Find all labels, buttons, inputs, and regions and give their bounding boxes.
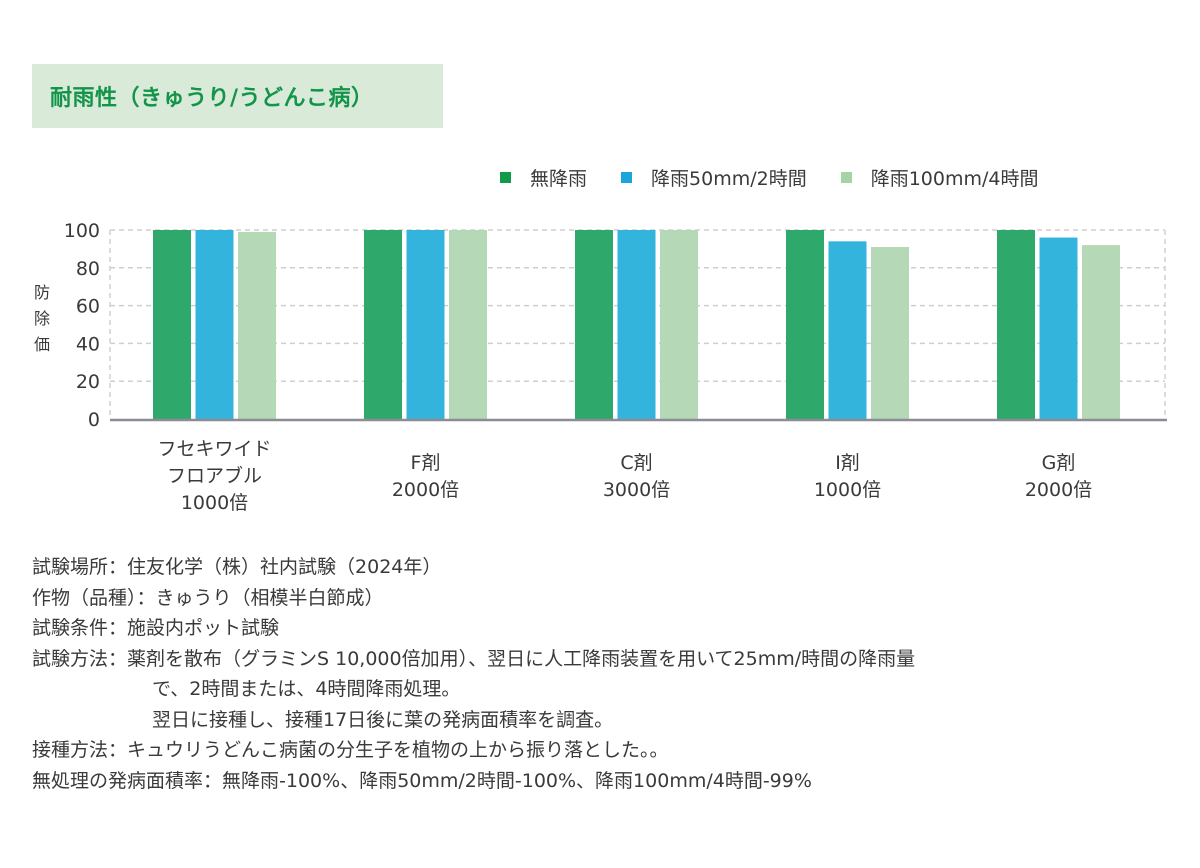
- legend-label: 降雨50mm/2時間: [651, 168, 807, 190]
- bar: [1039, 237, 1078, 419]
- note-row: 試験条件：施設内ポット試験: [32, 613, 915, 644]
- x-tick-label: G剤 2000倍: [1024, 452, 1093, 501]
- note-text: 施設内ポット試験: [127, 617, 280, 639]
- legend: 無降雨 降雨50mm/2時間 降雨100mm/4時間: [500, 164, 1038, 191]
- note-row: 試験場所：住友化学（株）社内試験（2024年）: [32, 552, 915, 583]
- bar: [195, 230, 234, 419]
- note-text: 薬剤を散布（グラミンS 10,000倍加用）、翌日に人工降雨装置を用いて25mm…: [127, 647, 916, 670]
- note-text: 翌日に接種し、接種17日後に葉の発病面積率を調査。: [152, 708, 614, 731]
- note-text: キュウリうどんこ病菌の分生子を植物の上から振り落とした。。: [127, 739, 669, 761]
- bars: [153, 230, 1120, 419]
- y-tick-label: 40: [76, 333, 100, 355]
- bar-chart: 0 20 40 60 80 100 防除価: [34, 220, 1167, 430]
- note-text: 無降雨-100%、降雨50mm/2時間-100%、降雨100mm/4時間-99%: [222, 769, 812, 792]
- x-tick-label: C剤 3000倍: [602, 452, 671, 501]
- y-tick-label: 80: [76, 258, 100, 280]
- legend-label: 降雨100mm/4時間: [870, 168, 1039, 190]
- legend-swatch: [500, 172, 511, 183]
- x-tick-label: フセキワイド フロアブル 1000倍: [157, 438, 272, 514]
- note-row: 接種方法：キュウリうどんこ病菌の分生子を植物の上から振り落とした。。: [32, 735, 915, 766]
- legend-item-no-rain: 無降雨: [500, 164, 587, 191]
- y-axis-label-char: 除: [34, 309, 50, 328]
- note-label: 無処理の発病面積率：: [32, 769, 223, 792]
- gridlines: [109, 229, 1166, 419]
- bar: [871, 247, 909, 419]
- y-tick-label: 0: [88, 409, 100, 430]
- bar: [786, 230, 824, 419]
- chart-title: 耐雨性（きゅうり/うどんこ病）: [50, 86, 374, 111]
- note-label: 試験場所：: [32, 556, 128, 578]
- y-axis-label-char: 価: [34, 335, 50, 354]
- note-row: 試験方法：薬剤を散布（グラミンS 10,000倍加用）、翌日に人工降雨装置を用い…: [32, 644, 915, 675]
- bar: [406, 230, 445, 419]
- note-label: 作物（品種）：: [32, 586, 156, 609]
- note-row: 無処理の発病面積率：無降雨-100%、降雨50mm/2時間-100%、降雨100…: [32, 766, 915, 797]
- bar: [575, 230, 613, 419]
- note-row: で、2時間または、4時間降雨処理。: [32, 674, 915, 705]
- bar: [997, 230, 1035, 419]
- legend-item-rain-100mm: 降雨100mm/4時間: [840, 164, 1039, 191]
- test-notes: 試験場所：住友化学（株）社内試験（2024年） 作物（品種）：きゅうり（相模半白節…: [32, 552, 915, 796]
- legend-swatch: [621, 172, 633, 183]
- bar: [1082, 245, 1120, 419]
- title-banner: 耐雨性（きゅうり/うどんこ病）: [32, 64, 443, 128]
- note-label: 接種方法：: [32, 739, 128, 761]
- x-tick-label: F剤 2000倍: [391, 452, 460, 501]
- note-text: で、2時間または、4時間降雨処理。: [152, 678, 461, 700]
- legend-label: 無降雨: [530, 168, 588, 190]
- note-label: 試験条件：: [32, 617, 128, 639]
- bar: [828, 241, 867, 419]
- y-axis-label: 防除価: [34, 283, 50, 354]
- y-tick-label: 100: [64, 220, 100, 242]
- note-text: きゅうり（相模半白節成）: [155, 586, 384, 609]
- y-axis-label-char: 防: [34, 283, 50, 302]
- y-tick-label: 20: [76, 371, 100, 393]
- note-label: 試験方法：: [32, 647, 128, 670]
- note-row: 作物（品種）：きゅうり（相模半白節成）: [32, 583, 915, 614]
- legend-item-rain-50mm: 降雨50mm/2時間: [621, 164, 807, 191]
- note-row: 翌日に接種し、接種17日後に葉の発病面積率を調査。: [32, 705, 915, 736]
- bar: [617, 230, 656, 419]
- bar: [238, 231, 276, 419]
- bar: [660, 230, 698, 419]
- bar: [449, 230, 487, 419]
- y-tick-label: 60: [76, 296, 100, 318]
- legend-swatch: [840, 172, 852, 183]
- x-axis-labels: フセキワイド フロアブル 1000倍 F剤 2000倍 C剤 3000倍 I剤 100…: [0, 436, 1200, 526]
- note-text: 住友化学（株）社内試験（2024年）: [127, 556, 442, 578]
- x-tick-label: I剤 1000倍: [813, 452, 882, 501]
- bar: [153, 230, 191, 419]
- y-axis-ticks: 0 20 40 60 80 100: [64, 220, 100, 430]
- bar: [364, 230, 402, 419]
